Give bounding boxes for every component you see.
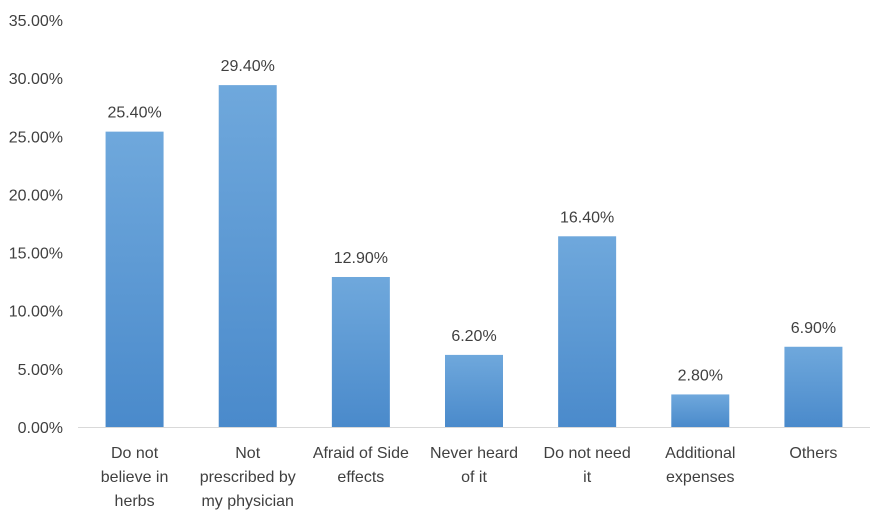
- data-label: 6.90%: [791, 320, 836, 337]
- x-axis: Do not believe in herbs Not prescribed by my …: [101, 445, 838, 510]
- y-tick-label: 25.00%: [9, 129, 63, 146]
- x-tick-label-line: believe in: [101, 469, 169, 486]
- y-tick-label: 35.00%: [9, 13, 63, 30]
- data-label: 12.90%: [334, 250, 388, 267]
- data-label: 6.20%: [451, 328, 496, 345]
- x-tick-label-line: Others: [789, 445, 837, 462]
- x-tick-label: Not prescribed by my physician: [200, 445, 296, 510]
- x-tick-label-line: my physician: [201, 493, 293, 510]
- bar: [105, 131, 164, 428]
- x-tick-label-line: Not: [235, 445, 260, 462]
- x-tick-label: Additional expenses: [665, 445, 735, 486]
- data-label: 2.80%: [678, 367, 723, 384]
- x-tick-label-line: it: [583, 469, 592, 486]
- bar: [331, 276, 390, 427]
- x-tick-label: Afraid of Side effects: [313, 445, 409, 486]
- y-tick-label: 15.00%: [9, 246, 63, 263]
- x-tick-label-line: Never heard: [430, 445, 518, 462]
- x-tick-label-line: of it: [461, 469, 487, 486]
- x-tick-label-line: prescribed by: [200, 469, 296, 486]
- data-label: 25.40%: [107, 105, 161, 122]
- bar: [445, 354, 503, 427]
- x-tick-label: Never heard of it: [430, 445, 518, 486]
- x-tick-label-line: Additional: [665, 445, 735, 462]
- x-tick-label-line: effects: [337, 469, 384, 486]
- x-tick-label-line: Afraid of Side: [313, 445, 409, 462]
- bar: [218, 85, 277, 428]
- data-label: 29.40%: [221, 58, 275, 75]
- data-label: 16.40%: [560, 209, 614, 226]
- bar: [558, 236, 617, 427]
- x-tick-label-line: herbs: [115, 493, 155, 510]
- x-tick-label: Do not believe in herbs: [101, 445, 169, 510]
- bar: [784, 346, 843, 427]
- x-tick-label-line: expenses: [666, 469, 735, 486]
- y-axis: 0.00% 5.00% 10.00% 15.00% 20.00% 25.00% 30.00%…: [9, 13, 63, 437]
- bar: [671, 394, 730, 427]
- x-tick-label: Do not need it: [544, 445, 631, 486]
- y-tick-label: 0.00%: [18, 420, 63, 437]
- y-tick-label: 20.00%: [9, 187, 63, 204]
- y-tick-label: 5.00%: [18, 362, 63, 379]
- y-tick-label: 10.00%: [9, 304, 63, 321]
- x-tick-label-line: Do not need: [544, 445, 631, 462]
- data-labels: 25.40% 29.40% 12.90% 6.20% 16.40% 2.80% 6.90%: [107, 58, 836, 384]
- x-tick-label-line: Do not: [111, 445, 159, 462]
- bars: [105, 85, 843, 428]
- y-tick-label: 30.00%: [9, 71, 63, 88]
- x-tick-label: Others: [789, 445, 837, 462]
